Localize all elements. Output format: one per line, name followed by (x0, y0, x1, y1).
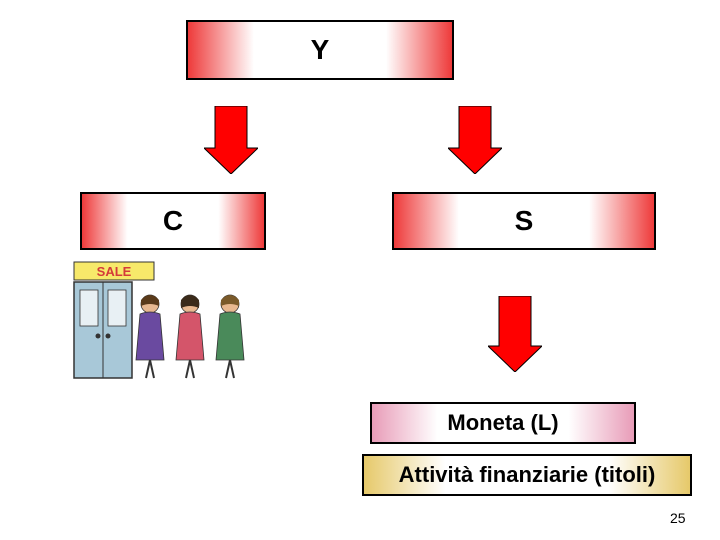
page-number-text: 25 (670, 510, 686, 526)
node-attivita: Attività finanziarie (titoli) (362, 454, 692, 496)
node-c: C (80, 192, 266, 250)
node-y: Y (186, 20, 454, 80)
arrow-s-to-moneta (488, 296, 542, 372)
node-moneta-label: Moneta (L) (447, 410, 558, 436)
node-s-label: S (515, 205, 534, 237)
node-attivita-label: Attività finanziarie (titoli) (399, 462, 656, 488)
page-number: 25 (670, 510, 686, 526)
node-y-label: Y (311, 34, 330, 66)
arrow-y-to-c (204, 106, 258, 174)
arrow-y-to-s (448, 106, 502, 174)
node-c-label: C (163, 205, 183, 237)
sale-illustration: SALE (72, 260, 260, 382)
node-moneta: Moneta (L) (370, 402, 636, 444)
svg-text:SALE: SALE (97, 264, 132, 279)
node-s: S (392, 192, 656, 250)
